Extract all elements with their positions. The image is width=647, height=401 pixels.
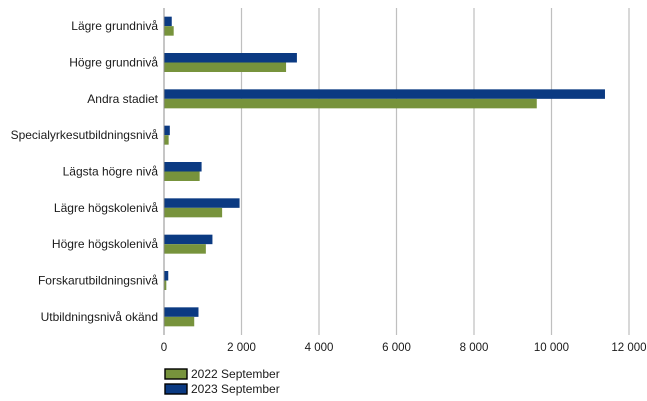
bar-2023-september <box>164 89 605 99</box>
bar-2022-september <box>164 62 287 72</box>
legend-swatch <box>164 383 188 395</box>
gridlines <box>240 8 630 335</box>
bar-2022-september <box>164 316 195 327</box>
category-label: Lägsta högre nivå <box>63 165 159 179</box>
category-label: Andra stadiet <box>87 92 158 106</box>
bar-2022-september <box>164 98 537 109</box>
category-label: Specialyrkesutbildningsnivå <box>11 128 159 142</box>
bar-2023-september <box>164 125 170 136</box>
x-tick-label: 8 000 <box>460 342 489 354</box>
bar-2022-september <box>164 171 200 181</box>
bar-2023-september <box>164 198 240 208</box>
category-label: Forskarutbildningsnivå <box>38 274 158 288</box>
bar-2022-september <box>164 26 174 36</box>
category-labels: Lägre grundnivå Högre grundnivå Andra stad… <box>11 19 159 324</box>
category-label: Lägre högskolenivå <box>54 201 158 215</box>
bar-2023-september <box>164 307 199 317</box>
x-tick-label: 2 000 <box>227 342 256 354</box>
bar-2022-september <box>164 135 169 145</box>
bar-2023-september <box>164 271 169 281</box>
category-label: Högre grundnivå <box>69 56 158 70</box>
bar-2023-september <box>164 53 297 63</box>
legend-label: 2023 September <box>191 382 280 396</box>
x-tick-label: 0 <box>161 342 167 354</box>
category-label: Högre högskolenivå <box>52 237 158 251</box>
x-tick-label: 12 000 <box>611 342 646 354</box>
bar-2022-september <box>164 207 223 218</box>
bar-2023-september <box>164 16 172 27</box>
category-label: Lägre grundnivå <box>71 19 158 33</box>
bar-2022-september <box>164 244 206 254</box>
bars <box>164 16 605 327</box>
bar-2023-september <box>164 234 213 245</box>
legend-swatch <box>164 368 188 380</box>
x-tick-label: 4 000 <box>305 342 334 354</box>
x-tick-label: 6 000 <box>382 342 411 354</box>
bar-2022-september <box>164 280 167 290</box>
category-label: Utbildningsnivå okänd <box>41 310 158 324</box>
legend-label: 2022 September <box>191 367 280 381</box>
bar-2023-september <box>164 162 202 172</box>
x-tick-labels: 0 2 000 4 000 6 000 8 000 10 000 12 000 <box>161 342 647 354</box>
x-tick-label: 10 000 <box>534 342 569 354</box>
